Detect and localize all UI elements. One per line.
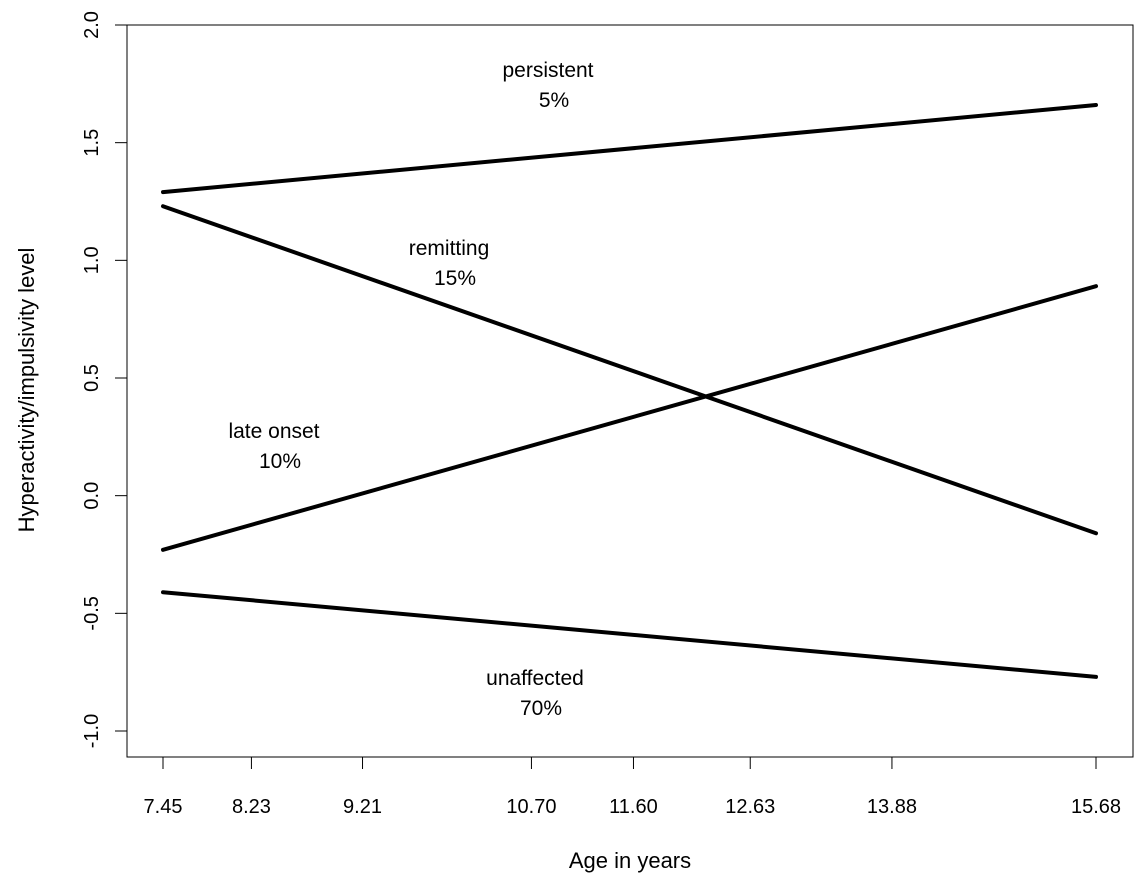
- series-line-unaffected: [161, 590, 1098, 679]
- series-line-late-onset: [161, 284, 1098, 552]
- y-tick-label: -1.0: [81, 714, 103, 748]
- series-line-persistent: [161, 103, 1098, 195]
- x-tick-label: 13.88: [867, 796, 917, 818]
- series-name-remitting: remitting: [409, 237, 490, 260]
- y-axis: -1.0 -0.5 0.0 0.5 1.0 1.5 2.0: [81, 11, 127, 748]
- y-tick-label: 0.0: [81, 482, 103, 510]
- y-tick-label: 2.0: [81, 11, 103, 39]
- series-percent-persistent: 5%: [539, 89, 569, 112]
- series-percent-late-onset: 10%: [259, 450, 301, 473]
- x-tick-label: 15.68: [1071, 796, 1121, 818]
- series-line-remitting: [161, 204, 1098, 536]
- x-axis: 7.45 8.23 9.21 10.70 11.60 12.63 13.88 15.68: [144, 756, 1121, 818]
- series-labels: persistent 5% remitting 15% late onset 10% una…: [228, 59, 593, 720]
- series-name-persistent: persistent: [502, 59, 593, 82]
- x-tick-label: 12.63: [725, 796, 775, 818]
- y-axis-label: Hyperactivity/impulsivity level: [14, 248, 39, 533]
- series-percent-unaffected: 70%: [520, 697, 562, 720]
- plot-frame: [126, 24, 1134, 758]
- series-name-late-onset: late onset: [228, 420, 319, 443]
- y-tick-label: -0.5: [81, 596, 103, 630]
- x-tick-label: 11.60: [609, 796, 658, 818]
- y-tick-label: 1.5: [81, 129, 103, 157]
- series-percent-remitting: 15%: [434, 267, 476, 290]
- x-tick-label: 9.21: [343, 796, 382, 818]
- y-tick-label: 0.5: [81, 364, 103, 392]
- x-tick-label: 7.45: [144, 796, 183, 818]
- x-tick-label: 10.70: [506, 796, 556, 818]
- y-tick-label: 1.0: [81, 246, 103, 274]
- x-axis-label: Age in years: [569, 848, 691, 873]
- series-group: [161, 103, 1098, 679]
- x-tick-label: 8.23: [232, 796, 271, 818]
- series-name-unaffected: unaffected: [486, 667, 584, 690]
